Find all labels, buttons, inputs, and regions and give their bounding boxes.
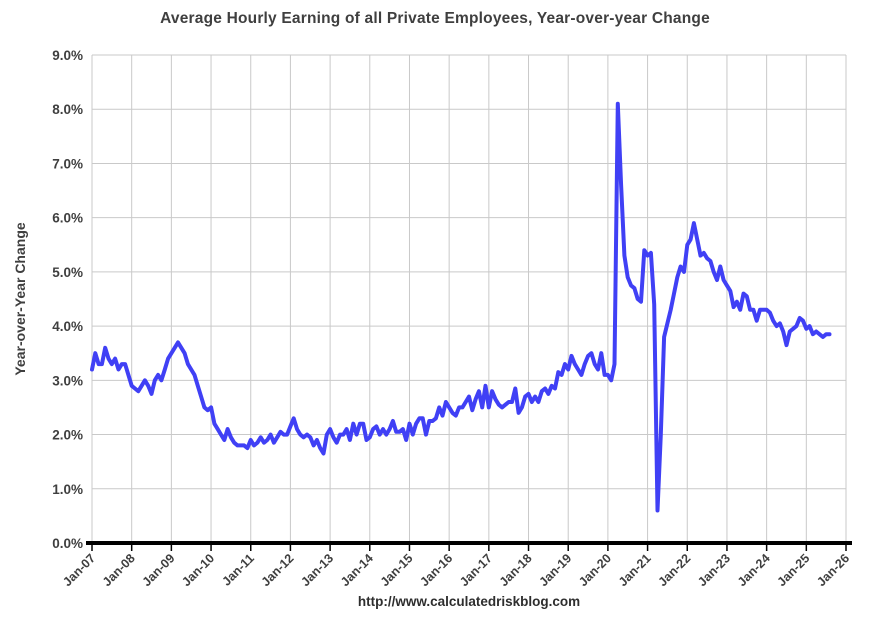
y-tick-label: 9.0% — [52, 48, 83, 63]
x-tick-label: Jan-16 — [417, 551, 455, 589]
x-tick-label: Jan-21 — [616, 551, 654, 589]
x-tick-label: Jan-26 — [814, 551, 852, 589]
x-tick-label: Jan-18 — [497, 551, 535, 589]
x-tick-label: Jan-23 — [695, 551, 733, 589]
x-tick-label: Jan-08 — [100, 551, 138, 589]
y-tick-label: 0.0% — [52, 536, 83, 551]
source-url-text: http://www.calculatedriskblog.com — [357, 594, 581, 609]
y-tick-label: 2.0% — [52, 428, 83, 443]
x-tick-label: Jan-11 — [219, 551, 256, 588]
x-tick-label: Jan-22 — [655, 551, 693, 589]
y-tick-label: 4.0% — [52, 319, 83, 334]
x-tick-label: Jan-24 — [735, 551, 773, 589]
x-tick-label: Jan-14 — [338, 551, 376, 589]
x-tick-label: Jan-19 — [536, 551, 574, 589]
x-tick-label: Jan-20 — [576, 551, 614, 589]
y-tick-label: 1.0% — [52, 482, 83, 497]
x-tick-label: Jan-07 — [60, 551, 98, 589]
x-tick-label: Jan-12 — [259, 551, 297, 589]
x-tick-label: Jan-10 — [179, 551, 217, 589]
y-tick-label: 5.0% — [52, 265, 83, 280]
data-line — [90, 101, 832, 513]
y-tick-label: 6.0% — [52, 211, 83, 226]
x-tick-label: Jan-15 — [378, 551, 416, 589]
x-tick-label: Jan-13 — [298, 551, 336, 589]
y-axis-title: Year-over-Year Change — [12, 222, 28, 376]
x-tick-label: Jan-25 — [775, 551, 813, 589]
chart-title: Average Hourly Earning of all Private Em… — [160, 10, 710, 27]
x-tick-label: Jan-17 — [457, 551, 495, 589]
y-tick-label: 3.0% — [52, 373, 83, 388]
y-tick-label: 7.0% — [52, 156, 83, 171]
x-tick-label: Jan-09 — [140, 551, 178, 589]
y-tick-label: 8.0% — [52, 102, 83, 117]
